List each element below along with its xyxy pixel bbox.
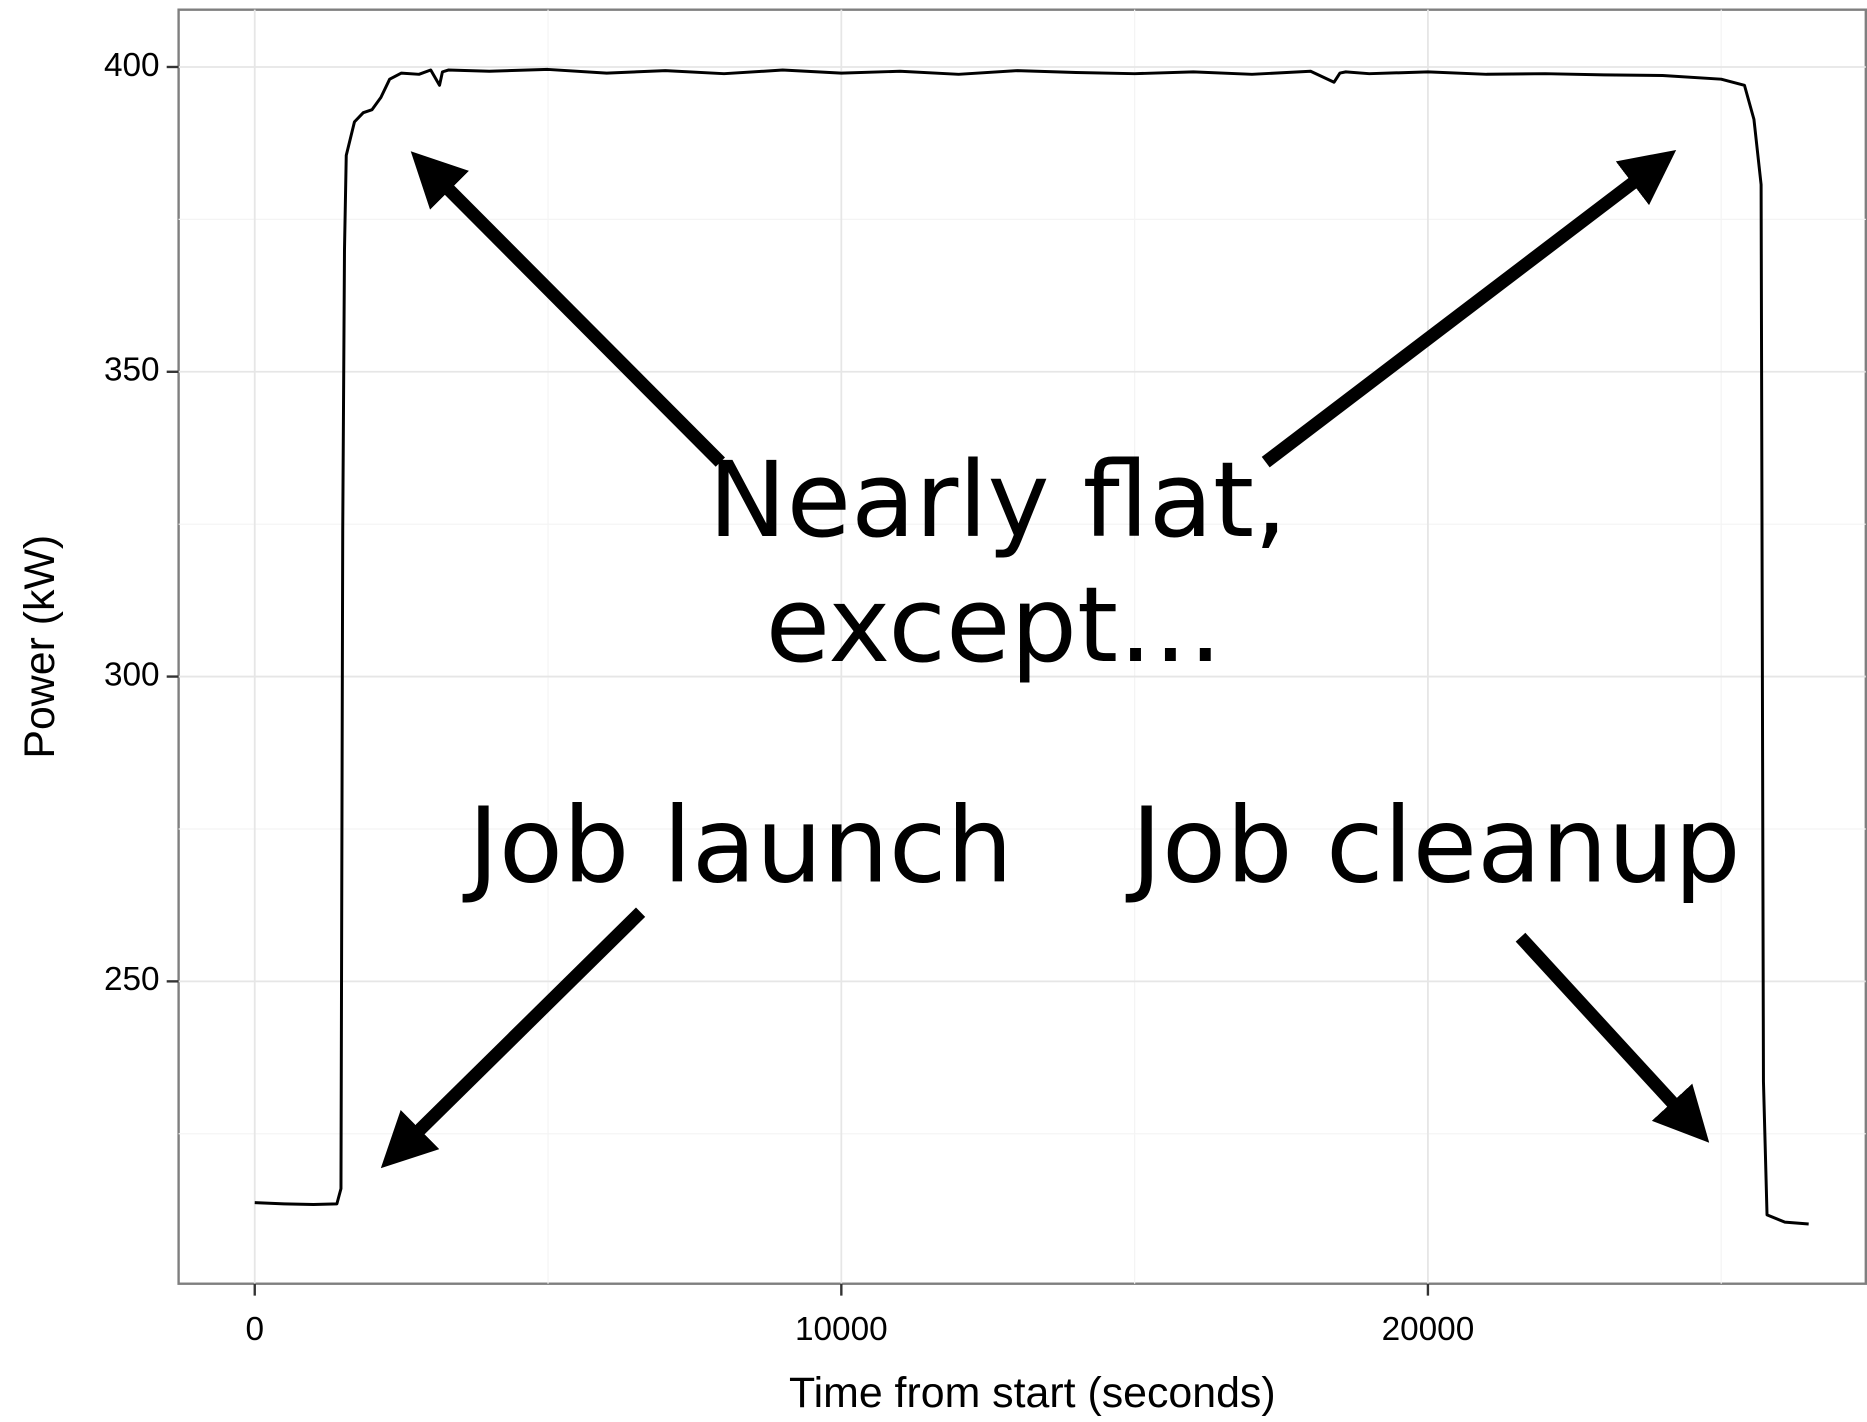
arrow bbox=[1515, 932, 1710, 1143]
annotation: except… bbox=[766, 564, 1223, 686]
x-tick-label: 20000 bbox=[1382, 1311, 1475, 1348]
arrow bbox=[380, 907, 646, 1169]
y-tick-label: 350 bbox=[104, 352, 160, 389]
annotation: Job launch bbox=[462, 784, 1013, 906]
series-line bbox=[254, 67, 1809, 1226]
x-tick-label: 0 bbox=[245, 1311, 264, 1348]
x-tick-label: 10000 bbox=[795, 1311, 888, 1348]
y-axis-title: Power (kW) bbox=[16, 535, 64, 759]
annotation: Nearly flat, bbox=[708, 439, 1287, 561]
y-tick-label: 300 bbox=[104, 656, 160, 693]
arrow bbox=[1261, 149, 1677, 468]
marks bbox=[254, 67, 1809, 1226]
annotation: Job cleanup bbox=[1125, 784, 1740, 906]
y-tick-label: 250 bbox=[104, 961, 160, 998]
arrows bbox=[380, 149, 1710, 1169]
arrow bbox=[410, 151, 726, 467]
x-axis-title: Time from start (seconds) bbox=[789, 1369, 1276, 1417]
y-tick-label: 400 bbox=[104, 47, 160, 84]
